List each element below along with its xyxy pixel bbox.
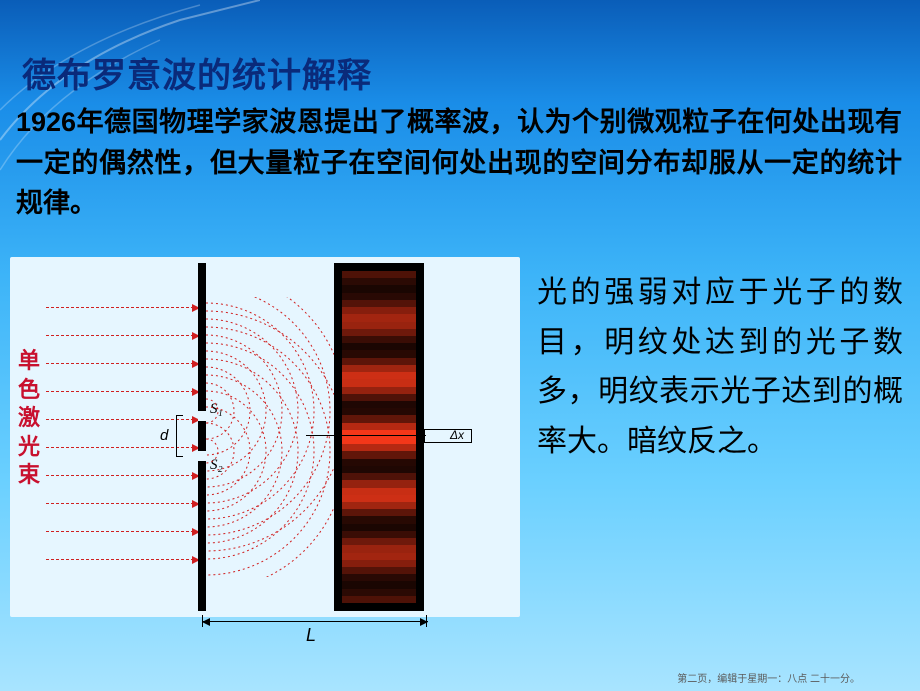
center-axis-line xyxy=(306,435,426,436)
fringe-row xyxy=(342,365,416,372)
fringe-row xyxy=(342,415,416,422)
beam-arrow xyxy=(46,419,194,421)
fringe-row xyxy=(342,596,416,603)
beam-arrow xyxy=(46,307,194,309)
fringe-row xyxy=(342,553,416,560)
fringe-row xyxy=(342,545,416,552)
slit-2 xyxy=(198,451,206,461)
beam-arrow xyxy=(46,363,194,365)
fringe-row xyxy=(342,293,416,300)
fringe-row xyxy=(342,466,416,473)
beam-arrow xyxy=(46,335,194,337)
fringe-row xyxy=(342,322,416,329)
d-label: d xyxy=(160,427,168,444)
dx-label: Δx xyxy=(450,428,464,442)
L-label: L xyxy=(306,625,316,646)
fringe-row xyxy=(342,372,416,379)
beam-arrow xyxy=(46,531,194,533)
beam-arrow xyxy=(46,475,194,477)
double-slit-diagram: 单色激光束 S₁ S₂ d Δx L xyxy=(10,257,520,637)
fringe-row xyxy=(342,516,416,523)
fringe-row xyxy=(342,437,416,444)
fringe-row xyxy=(342,285,416,292)
fringe-row xyxy=(342,574,416,581)
fringe-row xyxy=(342,502,416,509)
dx-box xyxy=(424,429,472,443)
interference-fringes xyxy=(342,271,416,603)
fringe-row xyxy=(342,271,416,278)
body-paragraph: 1926年德国物理学家波恩提出了概率波，认为个别微观粒子在何处出现有一定的偶然性… xyxy=(16,102,902,224)
fringe-row xyxy=(342,300,416,307)
fringe-row xyxy=(342,307,416,314)
fringe-row xyxy=(342,329,416,336)
fringe-row xyxy=(342,560,416,567)
fringe-row xyxy=(342,480,416,487)
fringe-row xyxy=(342,538,416,545)
beam-arrow xyxy=(46,503,194,505)
fringe-row xyxy=(342,394,416,401)
L-dimension-line xyxy=(202,621,428,622)
fringe-row xyxy=(342,459,416,466)
right-explanation: 光的强弱对应于光子的数目，明纹处达到的光子数多，明纹表示光子达到的概率大。暗纹反… xyxy=(537,268,903,466)
fringe-row xyxy=(342,358,416,365)
fringe-row xyxy=(342,408,416,415)
d-bracket xyxy=(176,415,182,457)
slit-1 xyxy=(198,411,206,421)
fringe-row xyxy=(342,531,416,538)
fringe-row xyxy=(342,314,416,321)
beam-vertical-label: 单色激光束 xyxy=(15,347,43,490)
fringe-row xyxy=(342,495,416,502)
beam-arrow xyxy=(46,391,194,393)
fringe-row xyxy=(342,387,416,394)
fringe-row xyxy=(342,581,416,588)
fringe-row xyxy=(342,488,416,495)
slit-barrier xyxy=(198,263,206,611)
footer-text: 第二页，编辑于星期一：八点 二十一分。 xyxy=(677,670,860,685)
slide-heading: 德布罗意波的统计解释 xyxy=(22,48,372,97)
fringe-row xyxy=(342,401,416,408)
fringe-row xyxy=(342,473,416,480)
fringe-row xyxy=(342,423,416,430)
fringe-row xyxy=(342,589,416,596)
fringe-row xyxy=(342,379,416,386)
fringe-row xyxy=(342,567,416,574)
fringe-row xyxy=(342,350,416,357)
fringe-row xyxy=(342,278,416,285)
fringe-row xyxy=(342,451,416,458)
beam-arrow xyxy=(46,559,194,561)
fringe-row xyxy=(342,444,416,451)
slide-root: 德布罗意波的统计解释 1926年德国物理学家波恩提出了概率波，认为个别微观粒子在… xyxy=(0,0,920,691)
fringe-row xyxy=(342,336,416,343)
fringe-row xyxy=(342,343,416,350)
fringe-row xyxy=(342,524,416,531)
beam-arrow xyxy=(46,447,194,449)
fringe-row xyxy=(342,509,416,516)
